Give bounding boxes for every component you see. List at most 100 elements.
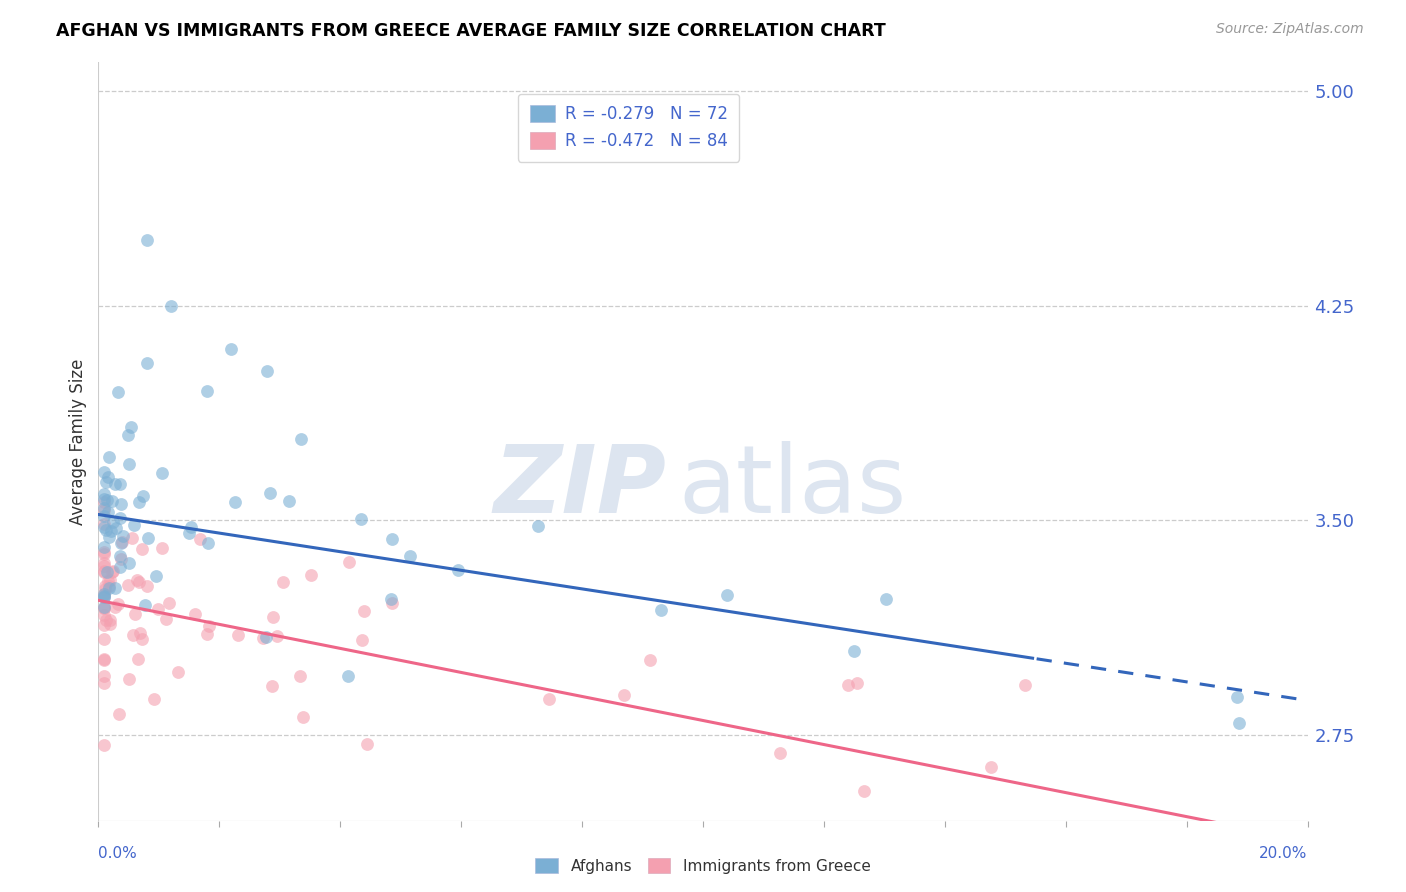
Point	[150, 466, 173, 480]
Point	[98, 616, 121, 631]
Point	[93, 587, 115, 601]
Point	[93, 617, 115, 632]
Point	[127, 652, 149, 666]
Point	[93, 565, 115, 579]
Point	[1192, 825, 1215, 839]
Point	[98, 579, 121, 593]
Point	[98, 573, 121, 587]
Point	[93, 520, 115, 534]
Point	[98, 613, 121, 627]
Point	[167, 665, 190, 680]
Point	[100, 524, 122, 538]
Point	[195, 627, 218, 641]
Point	[107, 384, 129, 399]
Point	[94, 523, 117, 537]
Point	[97, 469, 120, 483]
Point	[121, 628, 143, 642]
Point	[120, 420, 142, 434]
Text: 0.0%: 0.0%	[98, 846, 138, 861]
Point	[262, 610, 284, 624]
Point	[1268, 856, 1291, 871]
Point	[195, 384, 218, 399]
Point	[353, 604, 375, 618]
Point	[100, 493, 122, 508]
Text: 20.0%: 20.0%	[1260, 846, 1308, 861]
Point	[96, 613, 118, 627]
Point	[146, 601, 169, 615]
Point	[446, 563, 468, 577]
Point	[117, 458, 139, 472]
Point	[380, 591, 402, 606]
Point	[1263, 822, 1285, 836]
Point	[198, 619, 221, 633]
Point	[93, 652, 115, 666]
Point	[108, 560, 131, 574]
Point	[93, 517, 115, 532]
Point	[93, 632, 115, 646]
Point	[160, 299, 183, 313]
Point	[117, 428, 139, 442]
Text: AFGHAN VS IMMIGRANTS FROM GREECE AVERAGE FAMILY SIZE CORRELATION CHART: AFGHAN VS IMMIGRANTS FROM GREECE AVERAGE…	[56, 22, 886, 40]
Point	[381, 596, 404, 610]
Point	[180, 520, 202, 534]
Point	[111, 535, 134, 549]
Point	[650, 603, 672, 617]
Point	[93, 600, 115, 615]
Point	[638, 653, 661, 667]
Point	[221, 342, 243, 356]
Point	[136, 579, 159, 593]
Text: atlas: atlas	[679, 441, 907, 533]
Point	[132, 489, 155, 503]
Point	[93, 545, 115, 559]
Point	[111, 529, 134, 543]
Point	[97, 505, 120, 519]
Point	[143, 692, 166, 706]
Point	[128, 495, 150, 509]
Legend: R = -0.279   N = 72, R = -0.472   N = 84: R = -0.279 N = 72, R = -0.472 N = 84	[517, 94, 740, 161]
Point	[104, 581, 127, 595]
Point	[93, 590, 115, 604]
Point	[256, 364, 278, 378]
Point	[97, 574, 120, 588]
Point	[613, 688, 636, 702]
Point	[266, 628, 288, 642]
Point	[299, 568, 322, 582]
Point	[93, 590, 115, 604]
Point	[93, 669, 115, 683]
Point	[107, 706, 129, 721]
Point	[98, 450, 121, 464]
Point	[104, 476, 127, 491]
Legend: Afghans, Immigrants from Greece: Afghans, Immigrants from Greece	[530, 852, 876, 880]
Point	[93, 608, 115, 623]
Point	[93, 547, 115, 561]
Point	[381, 532, 404, 546]
Text: ZIP: ZIP	[494, 441, 666, 533]
Point	[118, 673, 141, 687]
Point	[94, 582, 117, 596]
Point	[94, 579, 117, 593]
Point	[117, 578, 139, 592]
Point	[93, 495, 115, 509]
Point	[398, 549, 420, 563]
Point	[228, 628, 250, 642]
Point	[150, 541, 173, 555]
Point	[94, 475, 117, 490]
Point	[93, 591, 115, 605]
Point	[93, 587, 115, 601]
Point	[107, 597, 129, 611]
Point	[356, 738, 378, 752]
Point	[527, 518, 550, 533]
Point	[157, 596, 180, 610]
Point	[129, 626, 152, 640]
Point	[846, 675, 869, 690]
Point	[125, 573, 148, 587]
Point	[93, 676, 115, 690]
Point	[350, 512, 373, 526]
Point	[93, 465, 115, 479]
Point	[93, 556, 115, 570]
Point	[96, 492, 118, 507]
Point	[197, 535, 219, 549]
Point	[93, 491, 115, 506]
Point	[124, 607, 146, 621]
Point	[93, 653, 115, 667]
